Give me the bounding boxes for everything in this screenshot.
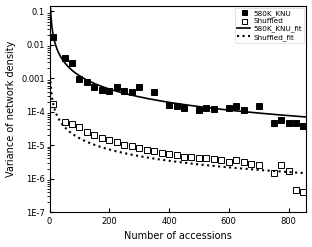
580K_KNU [137, 85, 141, 88]
580K_KNU [51, 36, 55, 39]
580K_KNU [78, 78, 81, 81]
Shuffled [130, 144, 134, 147]
580K_KNU [294, 122, 298, 125]
580K_KNU [130, 91, 134, 94]
Shuffled [63, 120, 66, 123]
580K_KNU [257, 104, 261, 107]
Shuffled [107, 139, 111, 142]
Shuffled [70, 123, 74, 126]
580K_KNU [287, 122, 290, 125]
Shuffled [242, 160, 246, 163]
Shuffled_fit [305, 172, 308, 175]
Line: Shuffled_fit: Shuffled_fit [51, 81, 306, 173]
580K_KNU [63, 57, 66, 60]
580K_KNU [182, 106, 186, 109]
580K_KNU [227, 106, 231, 109]
Shuffled [78, 125, 81, 128]
580K_KNU [70, 62, 74, 65]
Shuffled_fit [94, 144, 98, 147]
Shuffled [272, 171, 275, 174]
580K_KNU_fit [241, 110, 245, 113]
Shuffled [257, 164, 261, 167]
Shuffled [93, 134, 96, 137]
Y-axis label: Variance of network density: Variance of network density [6, 41, 16, 177]
Shuffled_fit [199, 163, 203, 166]
580K_KNU_fit [115, 90, 118, 93]
580K_KNU [122, 89, 126, 92]
580K_KNU [115, 85, 119, 88]
Line: 580K_KNU: 580K_KNU [50, 34, 306, 128]
Shuffled [205, 157, 208, 160]
Shuffled [227, 160, 231, 163]
Shuffled [219, 159, 223, 162]
Line: Shuffled: Shuffled [50, 101, 306, 195]
Shuffled [175, 154, 178, 157]
580K_KNU [197, 109, 201, 112]
580K_KNU [100, 88, 104, 91]
580K_KNU [167, 103, 171, 106]
580K_KNU [152, 91, 156, 94]
Shuffled_fit [49, 80, 52, 83]
580K_KNU [205, 106, 208, 109]
580K_KNU [272, 122, 275, 125]
580K_KNU [175, 104, 178, 107]
580K_KNU_fit [94, 83, 98, 86]
Shuffled [249, 162, 253, 165]
Shuffled [197, 156, 201, 159]
Shuffled_fit [241, 167, 245, 170]
Shuffled [100, 137, 104, 140]
Shuffled [85, 130, 89, 133]
Shuffled [212, 158, 216, 161]
Shuffled_fit [115, 150, 118, 153]
580K_KNU [234, 104, 238, 107]
Shuffled [160, 151, 163, 154]
580K_KNU_fit [305, 116, 308, 119]
Shuffled [122, 144, 126, 147]
Shuffled [302, 190, 305, 193]
Shuffled [152, 150, 156, 153]
580K_KNU [107, 89, 111, 92]
Shuffled [51, 103, 55, 105]
580K_KNU_fit [199, 105, 203, 108]
Shuffled [234, 159, 238, 162]
Shuffled [167, 152, 171, 155]
580K_KNU [85, 81, 89, 84]
580K_KNU [212, 108, 216, 111]
Shuffled [137, 147, 141, 150]
580K_KNU [242, 109, 246, 112]
580K_KNU_fit [164, 100, 168, 103]
Shuffled [190, 155, 193, 158]
Shuffled [287, 169, 290, 172]
Shuffled_fit [164, 159, 168, 162]
580K_KNU [279, 119, 283, 122]
580K_KNU [302, 124, 305, 127]
Shuffled [115, 141, 119, 144]
Legend: 580K_KNU, Shuffled, 580K_KNU_fit, Shuffled_fit: 580K_KNU, Shuffled, 580K_KNU_fit, Shuffl… [235, 8, 304, 43]
Shuffled [182, 155, 186, 158]
Shuffled [279, 164, 283, 167]
X-axis label: Number of accessions: Number of accessions [124, 231, 232, 242]
Shuffled_fit [220, 165, 223, 168]
Shuffled [145, 149, 149, 152]
Shuffled [294, 189, 298, 192]
580K_KNU_fit [220, 108, 223, 111]
580K_KNU [93, 85, 96, 88]
Line: 580K_KNU_fit: 580K_KNU_fit [51, 9, 306, 117]
580K_KNU_fit [49, 7, 52, 10]
